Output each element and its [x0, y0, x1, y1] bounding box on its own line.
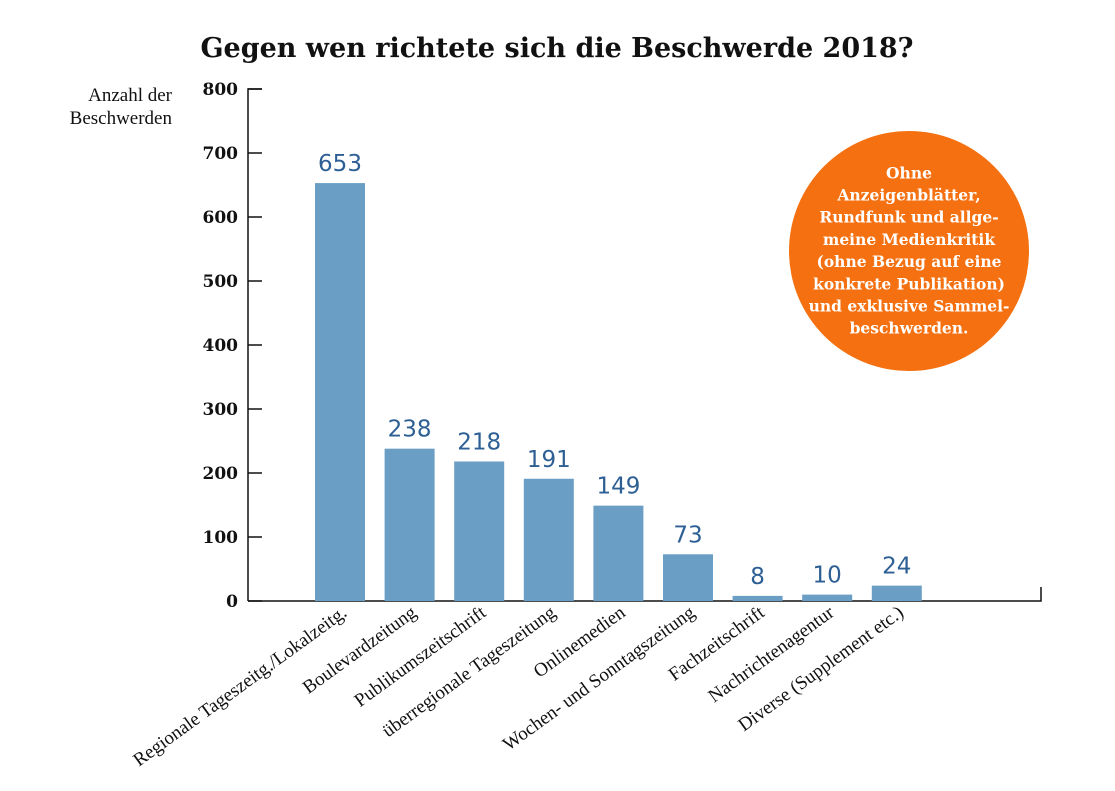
bar	[593, 505, 644, 601]
annotation-text-line: konkrete Publikation)	[813, 274, 1005, 293]
data-label: 653	[318, 151, 362, 177]
annotation-text-line: Anzeigenblätter,	[836, 186, 980, 205]
y-tick-label: 0	[226, 592, 238, 612]
annotation-text-line: (ohne Bezug auf eine	[817, 252, 1002, 271]
annotation-circle	[789, 131, 1029, 371]
x-tick-label: Boulevardzeitung	[299, 602, 421, 699]
bar	[871, 585, 922, 601]
y-tick-label: 500	[203, 272, 239, 292]
bar	[315, 183, 365, 601]
y-tick-label: 300	[203, 400, 239, 420]
y-axis-label-line-2: Beschwerden	[70, 108, 173, 129]
data-label: 191	[527, 447, 571, 473]
data-labels: 653 238 218 191 149 73 8 10 24	[318, 151, 911, 590]
y-tick-label: 100	[203, 528, 239, 548]
bar	[523, 478, 574, 601]
y-tick-label: 700	[203, 144, 239, 164]
bar	[454, 461, 505, 601]
y-tick-label: 800	[203, 80, 239, 100]
chart-title: Gegen wen richtete sich die Beschwerde 2…	[200, 33, 913, 64]
data-label: 149	[596, 474, 640, 500]
annotation-text-line: und exklusive Sammel-	[809, 297, 1010, 316]
data-label: 8	[750, 564, 765, 590]
x-axis-line	[248, 587, 1042, 602]
bars	[315, 183, 922, 601]
data-label: 238	[388, 417, 432, 443]
y-tick-label: 200	[203, 464, 239, 484]
x-tick-labels: Regionale Tageszeitg./Lokalzeitg.Bouleva…	[130, 602, 908, 771]
data-label: 218	[457, 429, 501, 455]
bar	[663, 554, 713, 601]
bar	[732, 595, 783, 601]
annotation-text-line: Ohne	[886, 163, 932, 182]
data-label: 73	[673, 522, 702, 548]
bar	[802, 594, 853, 601]
y-tick-label: 600	[203, 208, 239, 228]
y-axis-label-line-1: Anzahl der	[88, 85, 173, 106]
data-label: 10	[813, 563, 842, 589]
annotation-badge: Ohne Anzeigenblätter, Rundfunk und allge-m…	[789, 131, 1029, 371]
y-ticks: 0 100 200 300 400 500 600 700 800	[203, 80, 262, 612]
annotation-text-line: meine Medienkritik	[823, 230, 995, 249]
data-label: 24	[882, 554, 911, 580]
y-tick-label: 400	[203, 336, 239, 356]
annotation-text-line: Rundfunk und allge-	[819, 208, 998, 227]
annotation-text-line: beschwerden.	[850, 319, 969, 338]
bar	[384, 448, 435, 601]
